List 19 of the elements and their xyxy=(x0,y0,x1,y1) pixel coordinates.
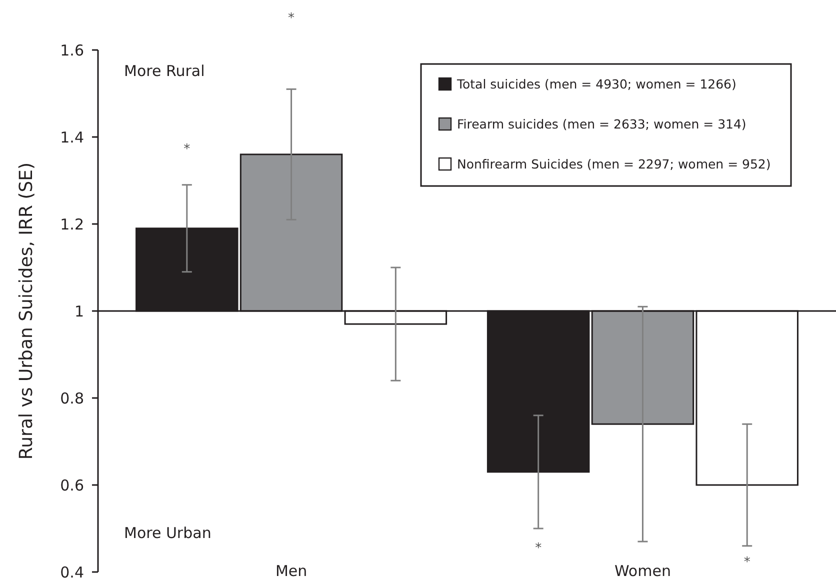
y-axis-title: Rural vs Urban Suicides, IRR (SE) xyxy=(16,162,37,460)
x-tick-label: Women xyxy=(614,562,671,580)
annotation: * xyxy=(744,555,751,570)
annotation: * xyxy=(535,541,542,556)
y-tick-label: 0.6 xyxy=(60,476,84,494)
y-tick-label: 1.6 xyxy=(60,41,84,60)
y-tick-label: 1.2 xyxy=(60,215,84,234)
legend-label: Total suicides (men = 4930; women = 1266) xyxy=(456,76,736,92)
annotation: More Urban xyxy=(124,524,212,542)
y-tick-label: 1.4 xyxy=(60,128,84,146)
x-tick-label: Men xyxy=(275,562,308,580)
annotation: More Rural xyxy=(124,62,205,80)
legend-label: Nonfirearm Suicides (men = 2297; women = 952) xyxy=(457,156,771,172)
y-tick-label: 1 xyxy=(74,302,84,320)
annotation: * xyxy=(184,142,191,157)
y-tick-label: 0.4 xyxy=(60,563,84,580)
y-tick-label: 0.8 xyxy=(60,389,84,408)
text: * xyxy=(288,11,296,26)
legend-label: Firearm suicides (men = 2633; women = 314) xyxy=(457,116,746,132)
